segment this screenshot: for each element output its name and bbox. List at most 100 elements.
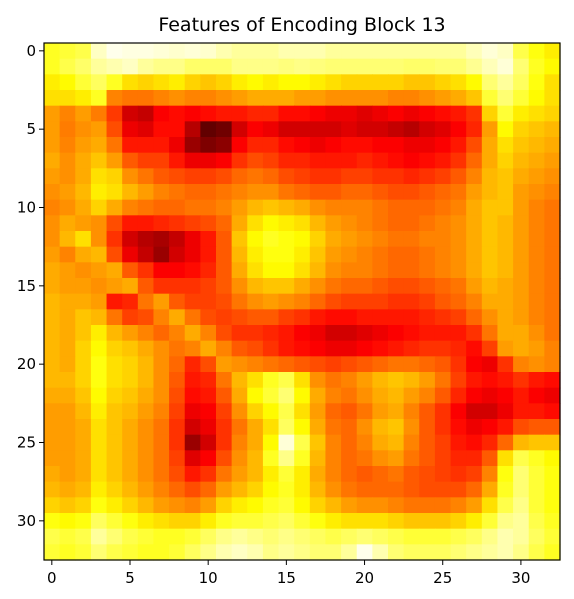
heatmap-cell — [106, 528, 123, 545]
heatmap-cell — [44, 528, 61, 545]
y-tick-label: 15 — [17, 277, 36, 295]
heatmap-cell — [278, 481, 295, 498]
heatmap-cell — [419, 513, 436, 530]
heatmap-cell — [434, 309, 452, 326]
heatmap-cell — [216, 262, 233, 279]
heatmap-cell — [513, 152, 530, 169]
heatmap-cell — [466, 262, 483, 279]
heatmap-cell — [294, 168, 311, 185]
heatmap-cell — [513, 340, 530, 357]
heatmap-cell — [450, 105, 467, 122]
heatmap-cell — [169, 231, 186, 248]
heatmap-cell — [106, 90, 123, 107]
heatmap-cell — [153, 481, 170, 498]
heatmap-cell — [247, 152, 264, 169]
heatmap-cell — [497, 309, 514, 326]
heatmap-cell — [497, 419, 514, 436]
heatmap-cell — [90, 278, 108, 295]
heatmap-cell — [153, 215, 170, 232]
heatmap-cell — [137, 450, 155, 467]
heatmap-cell — [309, 278, 327, 295]
heatmap-cell — [247, 481, 264, 498]
heatmap-cell — [528, 434, 545, 451]
heatmap-cell — [137, 121, 155, 138]
heatmap-cell — [481, 340, 499, 357]
heatmap-cell — [372, 481, 389, 498]
heatmap-cell — [44, 372, 61, 389]
heatmap-cell — [341, 90, 358, 107]
heatmap-cell — [75, 58, 92, 75]
heatmap-cell — [372, 137, 389, 154]
heatmap-cell — [122, 74, 139, 91]
heatmap-cell — [278, 246, 295, 263]
heatmap-cell — [75, 278, 92, 295]
heatmap-cell — [372, 387, 389, 404]
heatmap-cell — [231, 481, 248, 498]
heatmap-cell — [169, 262, 186, 279]
heatmap-cell — [169, 215, 186, 232]
heatmap-cell — [513, 278, 530, 295]
heatmap-cell — [169, 58, 186, 75]
heatmap-cell — [59, 325, 76, 342]
heatmap-cell — [153, 528, 170, 545]
heatmap-cells — [44, 43, 561, 561]
heatmap-cell — [122, 544, 139, 561]
heatmap-cell — [90, 58, 108, 75]
heatmap-cell — [231, 434, 248, 451]
heatmap-cell — [497, 215, 514, 232]
heatmap-cell — [356, 497, 373, 514]
heatmap-cell — [466, 137, 483, 154]
heatmap-cell — [341, 58, 358, 75]
heatmap-cell — [200, 215, 217, 232]
x-tick-label: 25 — [433, 569, 452, 587]
heatmap-cell — [184, 231, 201, 248]
heatmap-cell — [372, 293, 389, 310]
heatmap-cell — [44, 325, 61, 342]
heatmap-cell — [90, 497, 108, 514]
heatmap-cell — [106, 215, 123, 232]
heatmap-cell — [200, 58, 217, 75]
heatmap-cell — [341, 403, 358, 420]
heatmap-cell — [341, 481, 358, 498]
heatmap-cell — [75, 90, 92, 107]
heatmap-cell — [419, 231, 436, 248]
heatmap-cell — [200, 544, 217, 561]
heatmap-cell — [497, 403, 514, 420]
heatmap-cell — [450, 137, 467, 154]
heatmap-cell — [544, 481, 561, 498]
heatmap-cell — [544, 497, 561, 514]
heatmap-cell — [309, 168, 327, 185]
heatmap-cell — [309, 199, 327, 216]
heatmap-cell — [513, 58, 530, 75]
heatmap-cell — [153, 497, 170, 514]
heatmap-cell — [106, 184, 123, 201]
heatmap-cell — [466, 246, 483, 263]
heatmap-cell — [247, 215, 264, 232]
heatmap-cell — [403, 90, 420, 107]
heatmap-cell — [169, 372, 186, 389]
heatmap-cell — [216, 215, 233, 232]
heatmap-cell — [528, 58, 545, 75]
heatmap-cell — [450, 74, 467, 91]
heatmap-cell — [403, 309, 420, 326]
heatmap-cell — [44, 152, 61, 169]
heatmap-cell — [75, 372, 92, 389]
heatmap-cell — [450, 278, 467, 295]
heatmap-cell — [262, 74, 280, 91]
heatmap-cell — [466, 309, 483, 326]
heatmap-cell — [403, 450, 420, 467]
heatmap-cell — [137, 43, 155, 60]
heatmap-cell — [59, 372, 76, 389]
heatmap-cell — [450, 481, 467, 498]
heatmap-cell — [372, 215, 389, 232]
heatmap-cell — [403, 340, 420, 357]
x-tick-label: 20 — [355, 569, 374, 587]
heatmap-cell — [153, 58, 170, 75]
heatmap-cell — [137, 513, 155, 530]
heatmap-cell — [169, 105, 186, 122]
heatmap-cell — [294, 215, 311, 232]
heatmap-cell — [90, 74, 108, 91]
heatmap-cell — [122, 497, 139, 514]
heatmap-cell — [247, 513, 264, 530]
heatmap-cell — [450, 434, 467, 451]
